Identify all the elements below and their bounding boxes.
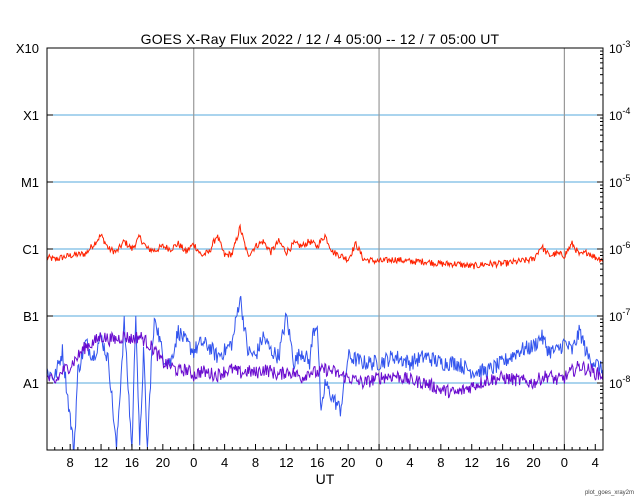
x-tick-label: 4: [592, 455, 599, 470]
chart-title: GOES X-Ray Flux 2022 / 12 / 4 05:00 -- 1…: [140, 31, 500, 47]
y-right-tick-label: 10-8: [609, 374, 630, 391]
x-tick-label: 12: [279, 455, 293, 470]
axes: X10 X1 M1 C1 B1 A1 10-3 10-4 10-5 10-6 10-7 10-8 8 12…: [16, 39, 631, 487]
x-tick-label: 12: [464, 455, 478, 470]
x-tick-label: 16: [125, 455, 139, 470]
y-left-tick-label: X10: [16, 41, 39, 56]
y-left-tick-label: M1: [21, 175, 39, 190]
y-right-tick-label: 10-3: [609, 39, 630, 56]
x-tick-label: 0: [190, 455, 197, 470]
y-right-tick-label: 10-7: [609, 307, 630, 324]
y-right-tick-label: 10-4: [609, 106, 630, 123]
x-tick-label: 4: [406, 455, 413, 470]
x-axis-label: UT: [316, 471, 335, 487]
grid-lines: [47, 48, 603, 450]
x-tick-label: 20: [156, 455, 170, 470]
x-tick-label: 0: [561, 455, 568, 470]
series-line-1: [46, 223, 604, 270]
series-line-3: [46, 330, 604, 399]
x-tick-label: 20: [526, 455, 540, 470]
x-tick-label: 16: [495, 455, 509, 470]
plot-credit: plot_goes_xray2m: [584, 490, 634, 496]
x-tick-label: 0: [375, 455, 382, 470]
x-tick-label: 20: [341, 455, 355, 470]
series-line-2: [46, 295, 604, 451]
x-tick-label: 8: [437, 455, 444, 470]
y-left-tick-label: X1: [23, 108, 39, 123]
x-tick-label: 4: [221, 455, 228, 470]
x-tick-label: 8: [67, 455, 74, 470]
series-lines: [46, 223, 604, 451]
y-right-tick-label: 10-6: [609, 240, 630, 257]
x-tick-label: 12: [94, 455, 108, 470]
y-left-tick-label: A1: [23, 376, 39, 391]
x-tick-label: 8: [252, 455, 259, 470]
y-right-tick-label: 10-5: [609, 173, 630, 190]
y-left-tick-label: C1: [22, 242, 39, 257]
x-tick-label: 16: [310, 455, 324, 470]
y-left-tick-label: B1: [23, 309, 39, 324]
